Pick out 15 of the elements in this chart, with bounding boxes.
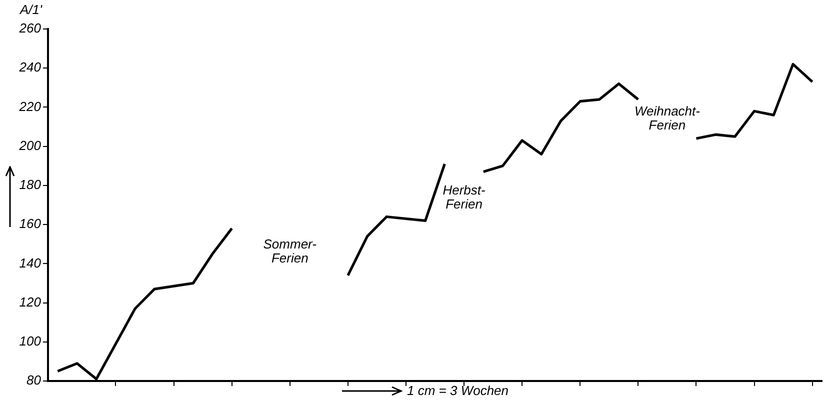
y-tick-label: 140 bbox=[19, 255, 42, 270]
y-tick-label: 220 bbox=[18, 98, 42, 114]
y-axis-title: A/1' bbox=[20, 2, 42, 17]
y-tick-label: 240 bbox=[18, 60, 42, 75]
y-tick-label: 80 bbox=[26, 372, 42, 388]
y-tick-label: 260 bbox=[18, 20, 42, 36]
annotation: Herbst- Ferien bbox=[442, 182, 486, 212]
y-tick-label: 160 bbox=[19, 216, 42, 232]
y-tick-label: 100 bbox=[19, 334, 42, 348]
y-tick-label: 180 bbox=[19, 177, 42, 192]
x-axis-title: 1 cm = 3 Wochen bbox=[407, 383, 509, 398]
annotation: Weihnacht- Ferien bbox=[634, 104, 701, 133]
annotation: Sommer- Ferien bbox=[263, 236, 318, 266]
y-tick-label: 120 bbox=[19, 294, 42, 310]
y-tick-label: 200 bbox=[18, 138, 42, 153]
